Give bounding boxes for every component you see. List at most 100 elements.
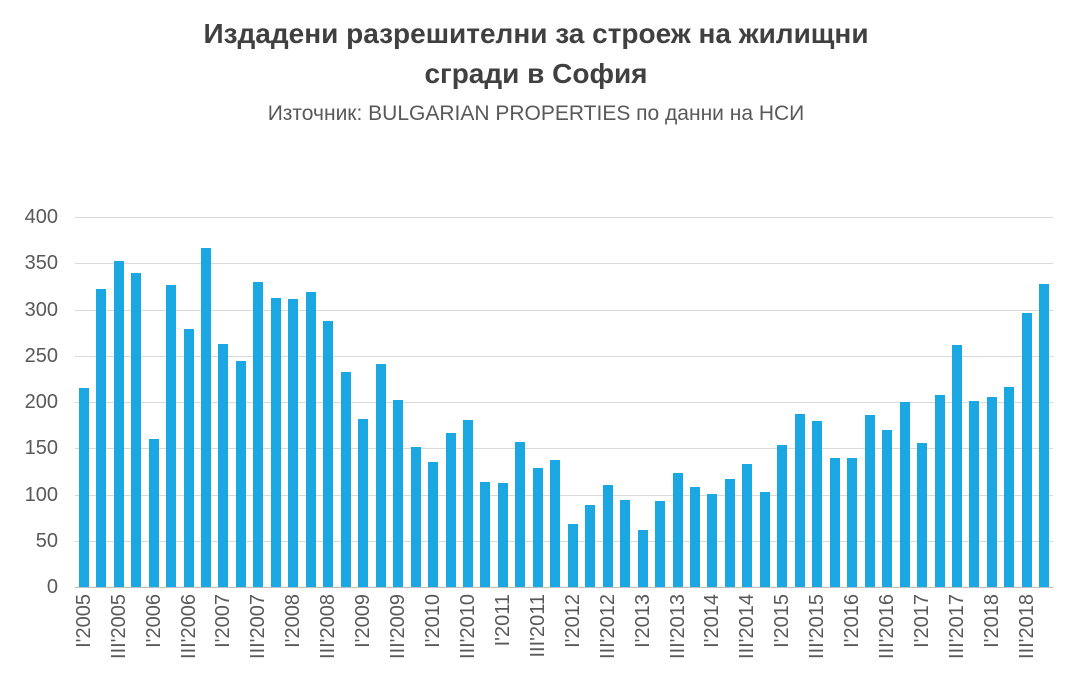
bar-I'2006	[148, 439, 159, 587]
x-axis-label: III'2011	[526, 594, 549, 658]
y-axis-labels: 400 350 300 250 200 150 100 50 0	[0, 207, 58, 597]
x-axis-label: I'2014	[701, 594, 724, 648]
y-axis-label: 50	[35, 529, 58, 552]
bar-IV'2011	[550, 460, 561, 587]
chart-title-line1: Издадени разрешителни за строеж на жилищ…	[203, 18, 869, 49]
gridline	[75, 540, 1053, 542]
x-axis-label: III'2017	[945, 594, 968, 659]
bar-IV'2015	[829, 457, 840, 587]
gridline	[75, 494, 1053, 496]
bar-I'2005	[78, 388, 89, 587]
bar-I'2017	[917, 442, 927, 587]
chart-header: Издадени разрешителни за строеж на жилищ…	[0, 14, 1072, 126]
bar-I'2018	[986, 397, 997, 587]
bar-IV'2017	[969, 401, 980, 587]
bar-III'2009	[393, 400, 404, 587]
bar-III'2005	[113, 261, 124, 587]
bar-III'2010	[462, 419, 473, 587]
plot-area: I'2005 III'2005 I'2006 III'2006 I'2007 III'20…	[73, 217, 1053, 659]
x-axis-label: III'2008	[317, 594, 340, 659]
bar-II'2013	[655, 501, 666, 587]
bar-III'2011	[532, 467, 543, 587]
bar-I'2012	[567, 524, 578, 587]
x-axis-label: I'2018	[980, 594, 1003, 648]
bar-III'2008	[323, 320, 334, 587]
bar-III'2014	[742, 464, 753, 587]
bar-II'2012	[585, 504, 596, 587]
bar-III'2017	[951, 344, 962, 587]
chart-area: 400 350 300 250 200 150 100 50 0 I'2005 III'2005 I…	[0, 207, 1072, 679]
bar-III'2007	[253, 281, 264, 587]
bar-IV'2005	[131, 272, 142, 587]
y-axis-label: 350	[24, 252, 58, 275]
bar-IV'2007	[270, 298, 281, 587]
bar-II'2006	[166, 284, 177, 587]
bar-I'2008	[288, 299, 299, 587]
y-axis-label: 100	[24, 483, 58, 506]
bar-I'2007	[218, 343, 229, 587]
x-axis-label: III'2006	[177, 594, 200, 659]
bar-I'2014	[707, 493, 718, 587]
bar-III'2016	[882, 429, 893, 587]
gridline	[75, 217, 1053, 218]
bar-II'2008	[305, 291, 316, 587]
x-axis-label: I'2010	[422, 594, 444, 648]
x-axis-label: I'2006	[142, 594, 165, 648]
bar-III'2013	[672, 473, 683, 587]
bar-IV'2013	[690, 487, 700, 587]
x-axis-label: III'2014	[736, 594, 759, 659]
bar-II'2007	[235, 361, 246, 587]
bar-II'2011	[515, 441, 526, 587]
y-axis-label: 0	[46, 576, 58, 598]
bar-II'2014	[724, 478, 735, 587]
bar-II'2010	[445, 432, 456, 587]
chart-title-line2: сгради в София	[424, 58, 648, 89]
bar-IV'2018	[1039, 283, 1050, 587]
x-axis-label: I'2005	[72, 594, 95, 648]
x-axis-label: I'2011	[491, 594, 514, 647]
x-axis-label: III'2009	[387, 594, 410, 659]
x-axis-label: I'2008	[282, 594, 305, 648]
gridline	[75, 309, 1053, 311]
x-axis-label: III'2010	[456, 594, 479, 659]
y-axis-label: 250	[24, 344, 58, 367]
bar-I'2015	[777, 444, 788, 587]
bar-I'2013	[637, 529, 648, 587]
x-axis-label: III'2013	[666, 594, 689, 659]
bar-IV'2012	[620, 500, 631, 587]
x-axis-label: III'2012	[596, 594, 619, 659]
gridline	[75, 355, 1053, 357]
x-axis-label: III'2016	[876, 594, 899, 659]
bar-IV'2008	[340, 371, 351, 587]
bar-III'2012	[602, 485, 613, 587]
chart-title: Издадени разрешителни за строеж на жилищ…	[0, 14, 1072, 94]
gridline	[75, 402, 1053, 403]
x-axis-label: I'2013	[631, 594, 654, 648]
x-axis-label: I'2017	[911, 594, 933, 648]
bar-I'2009	[358, 418, 369, 587]
y-axis-label: 300	[24, 298, 58, 321]
x-axis-label: I'2012	[561, 594, 584, 648]
bar-I'2011	[497, 483, 508, 587]
x-axis-label: I'2016	[841, 594, 864, 648]
x-axis-label: I'2015	[771, 594, 794, 648]
bar-II'2009	[375, 364, 386, 587]
bar-II'2005	[96, 289, 107, 587]
bar-IV'2014	[759, 491, 770, 587]
bar-IV'2009	[410, 447, 421, 587]
y-axis-label: 150	[24, 437, 58, 460]
bar-II'2018	[1004, 387, 1015, 587]
bar-II'2017	[934, 394, 945, 587]
bar-I'2010	[428, 462, 438, 587]
bar-I'2016	[847, 458, 858, 587]
y-axis-label: 400	[24, 206, 58, 228]
x-axis-line	[75, 587, 1053, 588]
x-axis-label: I'2007	[212, 594, 235, 648]
x-axis-label: III'2007	[247, 594, 270, 659]
bar-IV'2016	[899, 402, 910, 587]
x-axis-label: III'2015	[806, 594, 829, 659]
bar-IV'2010	[480, 481, 491, 587]
x-axis-label: I'2009	[352, 594, 375, 648]
bar-III'2018	[1021, 313, 1032, 587]
